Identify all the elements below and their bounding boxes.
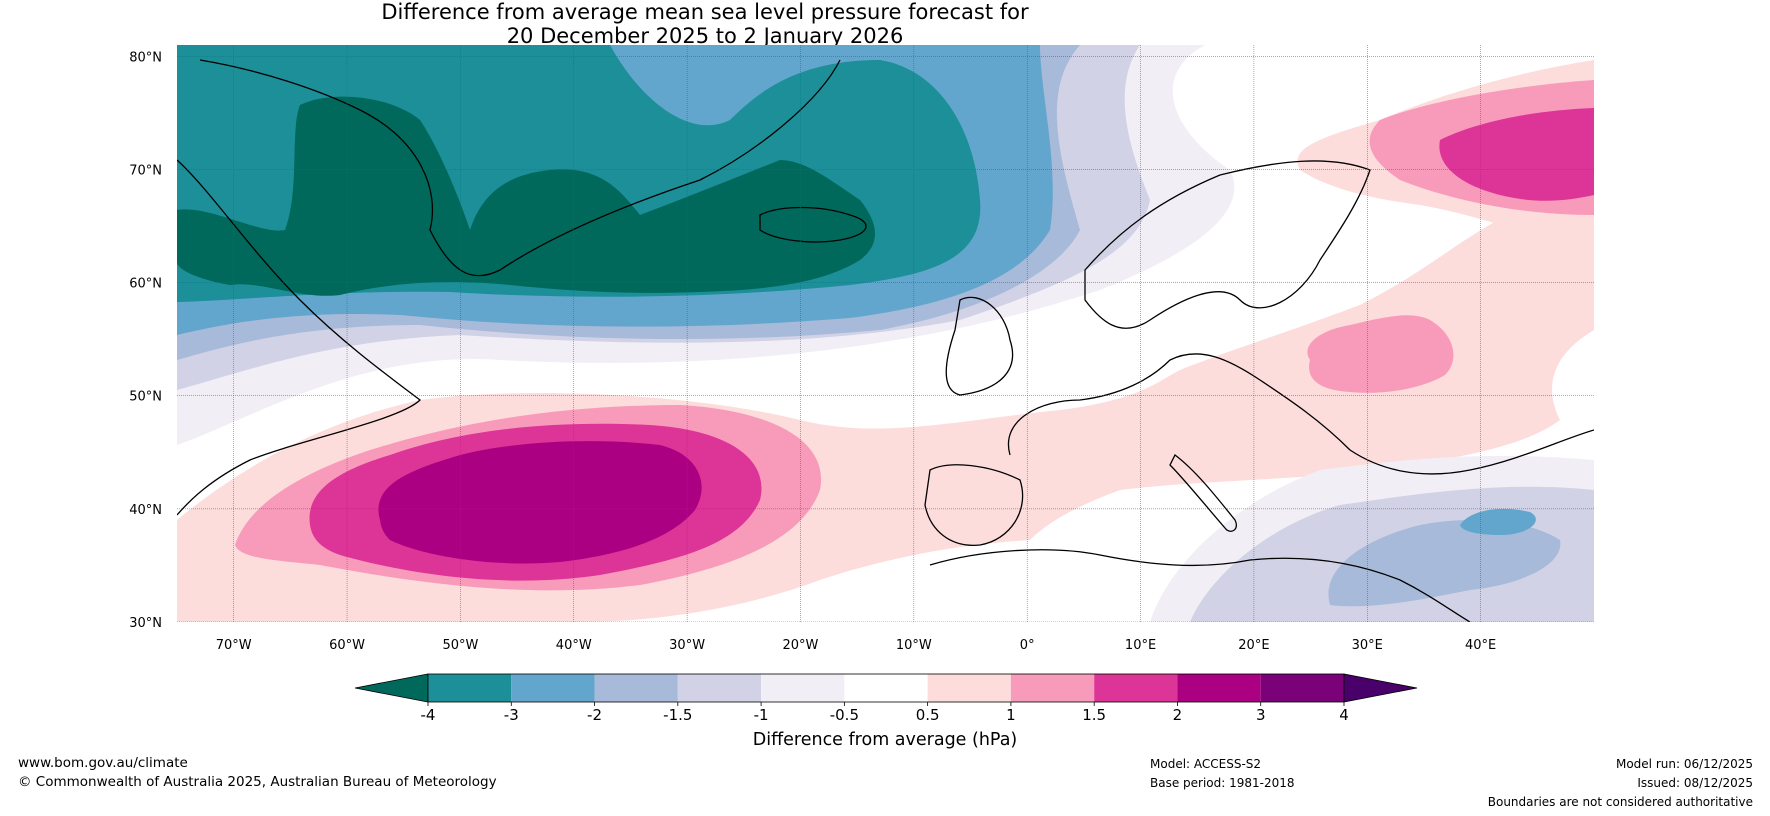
map-plot-area [177, 45, 1594, 622]
colorbar-segment [761, 674, 845, 702]
colorbar-segment [428, 674, 512, 702]
colorbar-tick-label: 3 [1256, 706, 1266, 724]
colorbar-segment [1177, 674, 1261, 702]
footer-website: www.bom.gov.au/climate [18, 755, 188, 771]
footer-model: Model: ACCESS-S2 [1150, 757, 1262, 771]
contour-minus-4 [177, 96, 875, 296]
colorbar-label: Difference from average (hPa) [753, 730, 1018, 750]
colorbar-extend-high [1343, 673, 1418, 703]
colorbar-tick-label: -1.5 [663, 706, 692, 724]
longitude-label: 20°W [783, 638, 819, 653]
colorbar-segment [844, 674, 928, 702]
scandinavia-coast [1084, 160, 1371, 329]
footer-base-period: Base period: 1981-2018 [1150, 776, 1295, 790]
colorbar-tick-label: 4 [1339, 706, 1349, 724]
contour-plus-1.5-barents [1439, 108, 1594, 201]
latitude-label: 60°N [129, 277, 162, 292]
colorbar-tick-label: 1.5 [1082, 706, 1106, 724]
longitude-label: 0° [1020, 638, 1035, 653]
latitude-label: 80°N [129, 50, 162, 65]
colorbar-tick-label: -1 [754, 706, 769, 724]
footer-model-run: Model run: 06/12/2025 [1615, 757, 1753, 771]
colorbar-segment [1010, 674, 1095, 702]
britain-coast [945, 296, 1014, 396]
colorbar: -4 -3 -2 -1.5 -1 -0.5 0.5 1 1.5 2 3 4 [354, 673, 1418, 724]
footer-issued: Issued: 08/12/2025 [1637, 776, 1753, 790]
iberia-coast [924, 464, 1024, 546]
longitude-label: 40°W [556, 638, 592, 653]
longitude-label: 60°W [329, 638, 365, 653]
italy-coast [1169, 454, 1237, 532]
colorbar-tick-label: 1 [1006, 706, 1016, 724]
colorbar-tick-label: -3 [504, 706, 519, 724]
longitude-label: 70°W [216, 638, 252, 653]
longitude-label: 30°E [1352, 638, 1383, 653]
latitude-label: 50°N [129, 390, 162, 405]
colorbar-segment [677, 674, 762, 702]
longitude-label: 10°E [1125, 638, 1156, 653]
contour-plus-2 [378, 441, 702, 564]
colorbar-tick-label: -4 [421, 706, 436, 724]
graticule [177, 45, 1594, 622]
footer-disclaimer: Boundaries are not considered authoritat… [1487, 795, 1753, 809]
north-africa-coast [929, 549, 1471, 622]
latitude-label: 30°N [129, 616, 162, 631]
longitude-label: 50°W [442, 638, 478, 653]
colorbar-segment [1094, 674, 1178, 702]
iceland-coast [759, 206, 867, 243]
labrador-coast [177, 159, 421, 516]
longitude-label: 30°W [669, 638, 705, 653]
latitude-labels: 80°N 70°N 60°N 50°N 40°N 30°N [129, 50, 162, 631]
latitude-label: 70°N [129, 163, 162, 178]
longitude-label: 10°W [896, 638, 932, 653]
colorbar-tick-label: -0.5 [830, 706, 859, 724]
colorbar-tick-label: 2 [1173, 706, 1183, 724]
latitude-label: 40°N [129, 503, 162, 518]
longitude-labels: 70°W 60°W 50°W 40°W 30°W 20°W 10°W 0° 10°E 20°E 30… [216, 638, 1497, 653]
colorbar-segment [511, 674, 595, 702]
colorbar-segment [1260, 674, 1344, 702]
colorbar-tick-label: 0.5 [916, 706, 940, 724]
footer-copyright: © Commonwealth of Australia 2025, Austra… [18, 774, 497, 790]
title-line-1: Difference from average mean sea level p… [381, 0, 1029, 24]
colorbar-segment [927, 674, 1011, 702]
colorbar-segment [594, 674, 678, 702]
europe-coast [1007, 353, 1594, 475]
contour-plus-1-eastern-europe [1307, 315, 1454, 393]
title-line-2: 20 December 2025 to 2 January 2026 [506, 24, 904, 48]
colorbar-tick-label: -2 [587, 706, 602, 724]
map-title: Difference from average mean sea level p… [0, 0, 1410, 48]
colorbar-extend-low [354, 673, 429, 703]
longitude-label: 20°E [1238, 638, 1269, 653]
contour-minus-2-mideast [1460, 508, 1536, 535]
longitude-label: 40°E [1465, 638, 1496, 653]
contour-minus-1.5-mideast [1328, 520, 1561, 607]
coastlines [177, 59, 1594, 622]
